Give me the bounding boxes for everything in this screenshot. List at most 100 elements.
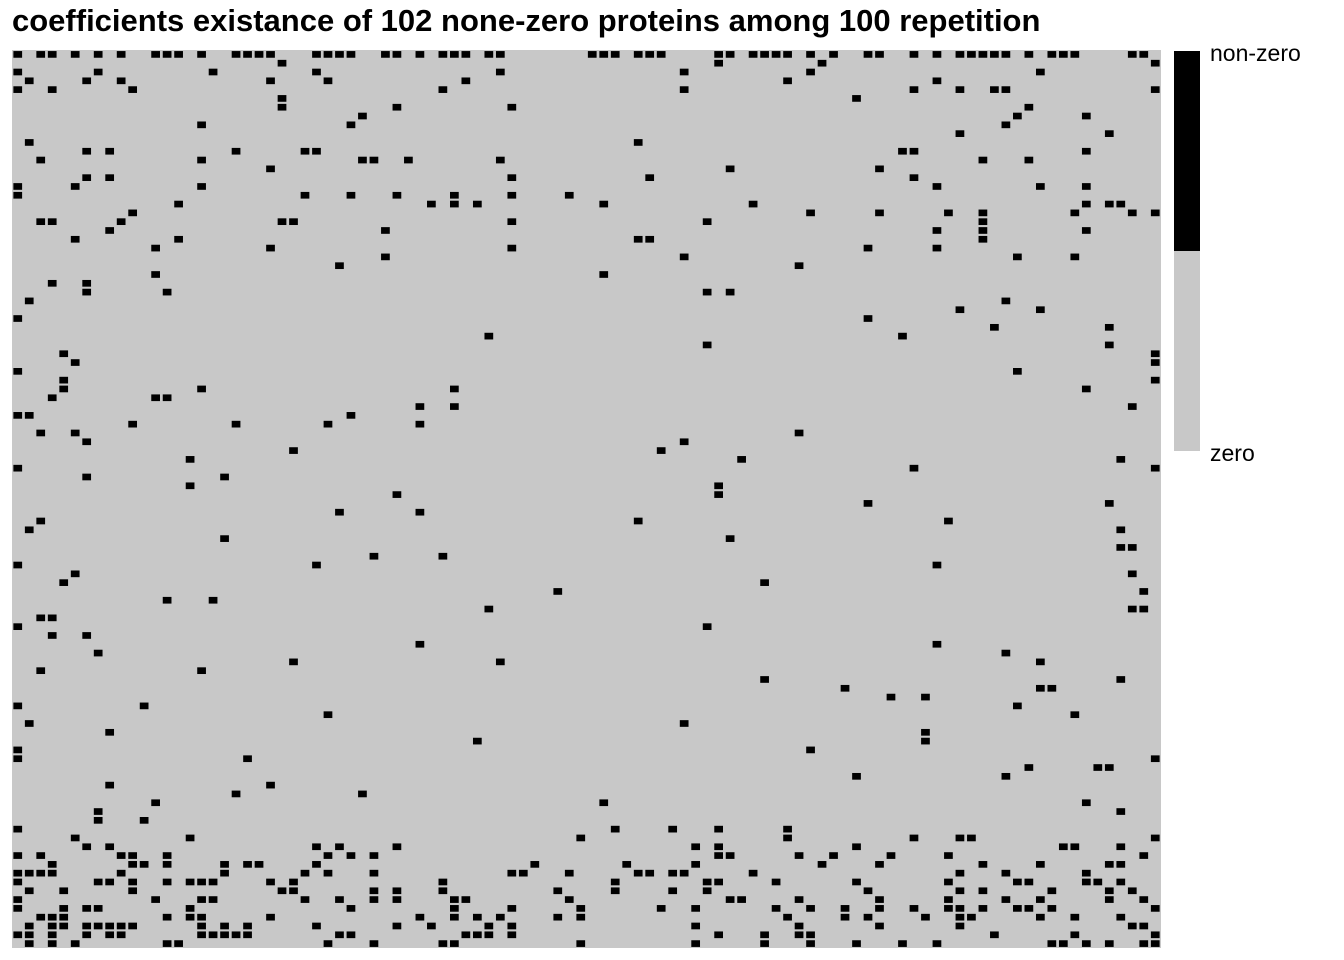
heatmap-cell [1150,755,1160,763]
heatmap-cell [967,834,976,842]
heatmap-cell [1104,130,1114,137]
heatmap-cell [714,843,723,851]
heatmap-cell [1013,112,1022,120]
heatmap-cell [82,473,92,481]
heatmap-cell [82,931,92,939]
heatmap-cell [1024,905,1034,912]
heatmap-cell [955,306,965,314]
heatmap-cell [335,843,344,851]
heatmap-cell [932,640,942,648]
heatmap-cell [852,940,861,947]
heatmap-cell [863,500,873,507]
heatmap-cell [461,931,471,939]
heatmap-cell [507,922,517,930]
heatmap-cell [1104,861,1114,868]
heatmap-cell [1139,940,1149,947]
heatmap-cell [817,861,827,868]
heatmap-cell [1001,86,1011,93]
heatmap-cell [806,931,815,939]
heatmap-cell [1047,684,1057,692]
heatmap-cell [1035,684,1045,692]
heatmap-cell [955,834,965,842]
heatmap-cell [771,51,781,58]
heatmap-cell [725,896,735,903]
heatmap-cell [438,887,448,895]
heatmap-cell [1081,112,1091,120]
heatmap-cell [1047,940,1057,947]
heatmap-cell [36,429,46,437]
heatmap-cell [1104,887,1114,895]
heatmap-cell [13,561,23,569]
heatmap-cell [450,940,459,947]
heatmap-cell [13,931,23,939]
heatmap-cell [151,51,160,58]
heatmap-cell [1127,544,1137,551]
heatmap-cell [909,834,919,842]
heatmap-cell [105,878,115,886]
heatmap-cell [1047,51,1057,58]
heatmap-cell [725,51,735,58]
heatmap-cell [415,508,425,516]
heatmap-cell [679,68,689,76]
heatmap-cell [70,51,80,58]
heatmap-cell [47,218,57,226]
heatmap-cell [197,121,206,129]
heatmap-cell [1013,368,1022,375]
heatmap-cell [450,191,459,199]
heatmap-cell [472,737,482,745]
heatmap-cell [70,429,80,437]
heatmap-cell [231,931,241,939]
heatmap-cell [1116,676,1126,683]
heatmap-cell [806,51,815,58]
heatmap-cell [36,218,46,226]
heatmap-cell [277,59,287,67]
heatmap-cell [151,271,160,278]
heatmap-cell [1116,526,1126,534]
heatmap-cell [13,896,23,903]
heatmap-cell [36,614,46,622]
heatmap-cell [392,887,402,895]
heatmap-cell [13,755,23,763]
heatmap-cell [461,51,471,58]
heatmap-cell [358,156,367,164]
heatmap-cell [335,896,344,903]
heatmap-cell [82,174,92,181]
heatmap-cell [197,385,206,393]
heatmap-cell [1001,297,1011,305]
heatmap-cell [576,913,586,921]
heatmap-cell [415,51,425,58]
heatmap-cell [93,808,103,815]
heatmap-cell [36,51,46,58]
heatmap-cell [197,878,206,886]
heatmap-cell [162,51,172,58]
heatmap-cell [220,922,229,930]
heatmap-cell [875,922,884,930]
heatmap-cell [1150,59,1160,67]
heatmap-cell [116,77,126,85]
heatmap-cell [495,658,505,666]
heatmap-cell [702,218,712,226]
heatmap-background [12,50,1161,948]
heatmap-cell [105,922,115,930]
heatmap-cell [725,852,735,859]
heatmap-cell [438,940,448,947]
heatmap-cell [875,896,884,903]
heatmap-cell [829,852,838,859]
heatmap-cell [116,869,126,877]
heatmap-cell [1150,209,1160,217]
heatmap-cell [794,922,804,930]
heatmap-cell [1001,896,1011,903]
heatmap-cell [277,103,287,111]
heatmap-cell [886,693,896,701]
heatmap-cell [128,209,138,217]
heatmap-cell [737,896,746,903]
heatmap-cell [70,359,80,366]
heatmap-cell [128,887,138,895]
heatmap-cell [978,209,988,217]
heatmap-cell [702,623,712,630]
heatmap-cell [174,235,183,243]
heatmap-cell [369,869,379,877]
heatmap-cell [978,861,988,868]
heatmap-cell [760,676,769,683]
heatmap-cell [507,174,517,181]
